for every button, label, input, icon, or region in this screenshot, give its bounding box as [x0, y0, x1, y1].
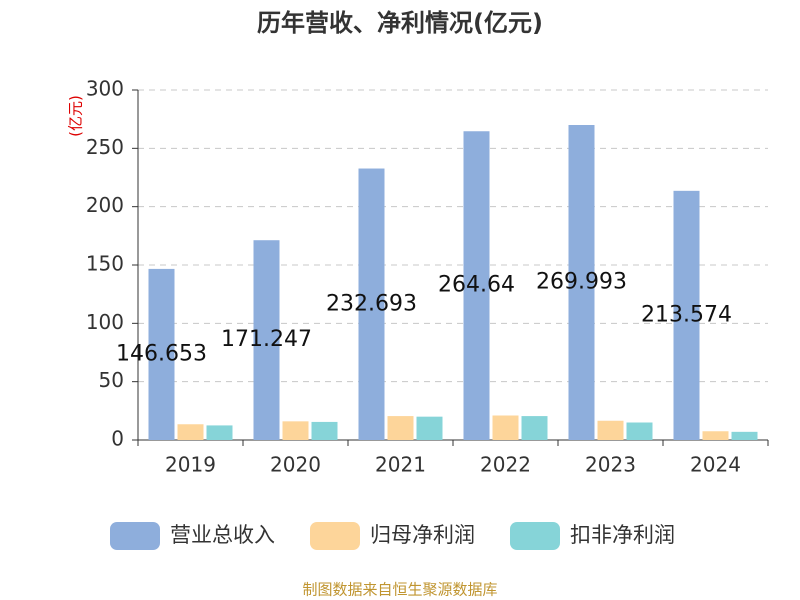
x-tick-label: 2019: [165, 453, 216, 477]
bar: [626, 422, 653, 440]
y-axis-label: (亿元): [67, 95, 85, 137]
y-tick-label: 150: [86, 252, 124, 276]
bar: [253, 240, 280, 440]
bar: [597, 420, 624, 440]
bar: [673, 190, 700, 440]
value-label: 146.653: [116, 341, 207, 366]
bar: [148, 268, 175, 440]
y-tick-label: 300: [86, 77, 124, 101]
bar: [177, 424, 204, 440]
bar: [387, 416, 414, 440]
source-note: 制图数据来自恒生聚源数据库: [302, 581, 497, 599]
bar: [416, 416, 443, 440]
value-label: 213.574: [641, 302, 732, 327]
bar: [731, 431, 758, 440]
legend-label: 扣非净利润: [570, 523, 675, 547]
y-tick-label: 200: [86, 193, 124, 217]
legend-swatch: [510, 522, 560, 550]
bar: [282, 421, 309, 440]
value-label: 269.993: [536, 270, 627, 295]
bar: [311, 421, 338, 440]
x-tick-label: 2024: [690, 453, 741, 477]
y-tick-label: 100: [86, 310, 124, 334]
x-tick-label: 2022: [480, 453, 531, 477]
y-tick-label: 0: [111, 427, 124, 451]
bar: [492, 415, 519, 440]
y-tick-label: 50: [99, 368, 124, 392]
bar: [521, 416, 548, 440]
value-label: 232.693: [326, 291, 417, 316]
bar: [206, 425, 233, 440]
value-label: 264.64: [438, 273, 515, 298]
legend-label: 营业总收入: [170, 523, 275, 547]
bar: [463, 131, 490, 440]
chart-title: 历年营收、净利情况(亿元): [257, 9, 543, 37]
legend-swatch: [310, 522, 360, 550]
bar: [568, 125, 595, 440]
bar: [358, 168, 385, 440]
legend-label: 归母净利润: [370, 523, 475, 547]
y-tick-label: 250: [86, 135, 124, 159]
x-tick-label: 2020: [270, 453, 321, 477]
value-label: 171.247: [221, 327, 312, 352]
bar: [702, 431, 729, 440]
x-tick-label: 2023: [585, 453, 636, 477]
x-tick-label: 2021: [375, 453, 426, 477]
legend-swatch: [110, 522, 160, 550]
